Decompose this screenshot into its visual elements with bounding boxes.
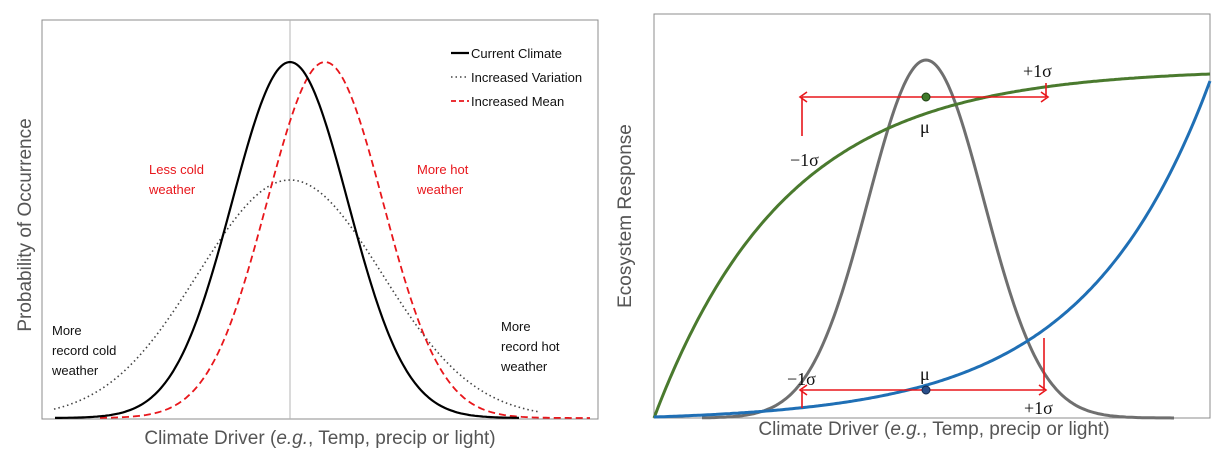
climate-distribution-curve [702, 58, 1174, 420]
saturating-response-curve [652, 72, 1211, 419]
legend: Current Climate Increased Variation Incr… [451, 46, 582, 109]
right-diagram-svg: +1σ −1σ μ μ −1σ +1σ Climate Driver (e.g.… [615, 13, 1212, 440]
bottom-left-arrowhead [798, 384, 808, 396]
top-right-arrowhead [1040, 91, 1050, 103]
record-hot-line3: weather [500, 359, 548, 374]
top-plus-sigma-label: +1σ [1023, 61, 1052, 81]
record-cold-line1: More [52, 323, 82, 338]
record-cold-line3: weather [51, 363, 99, 378]
bottom-minus-sigma-label: −1σ [787, 369, 816, 389]
legend-label-variation: Increased Variation [471, 70, 582, 85]
left-plot-frame [41, 19, 599, 420]
more-hot-line2: weather [416, 182, 464, 197]
blue-mean-dot [921, 385, 931, 395]
right-x-axis-title: Climate Driver (e.g., Temp, precip or li… [758, 419, 1109, 440]
increased-variation-curve [53, 179, 539, 413]
left-diagram-svg: Current Climate Increased Variation Incr… [15, 19, 599, 449]
right-diagram: +1σ −1σ μ μ −1σ +1σ Climate Driver (e.g.… [610, 0, 1216, 450]
legend-label-mean: Increased Mean [471, 94, 564, 109]
right-y-axis-title: Ecosystem Response [615, 124, 636, 308]
top-left-arrowhead [798, 91, 808, 103]
green-mean-dot [921, 92, 931, 102]
right-plot-frame [653, 13, 1211, 419]
top-minus-sigma-label: −1σ [790, 150, 819, 170]
record-hot-line1: More [501, 319, 531, 334]
current-climate-curve [55, 61, 520, 419]
more-hot-line1: More hot [417, 162, 469, 177]
bottom-plus-sigma-label: +1σ [1024, 398, 1053, 418]
less-cold-line2: weather [148, 182, 196, 197]
legend-label-current: Current Climate [471, 46, 562, 61]
left-y-axis-title: Probability of Occurrence [15, 118, 36, 331]
record-hot-line2: record hot [501, 339, 560, 354]
increased-mean-curve [100, 61, 590, 419]
left-diagram: Current Climate Increased Variation Incr… [0, 0, 600, 450]
left-x-axis-title: Climate Driver (e.g., Temp, precip or li… [144, 428, 495, 449]
less-cold-line1: Less cold [149, 162, 204, 177]
top-mu-label: μ [920, 117, 930, 137]
record-cold-line2: record cold [52, 343, 116, 358]
bottom-right-arrowhead [1038, 384, 1048, 396]
bottom-mu-label: μ [920, 364, 930, 384]
accelerating-response-curve [653, 80, 1212, 419]
